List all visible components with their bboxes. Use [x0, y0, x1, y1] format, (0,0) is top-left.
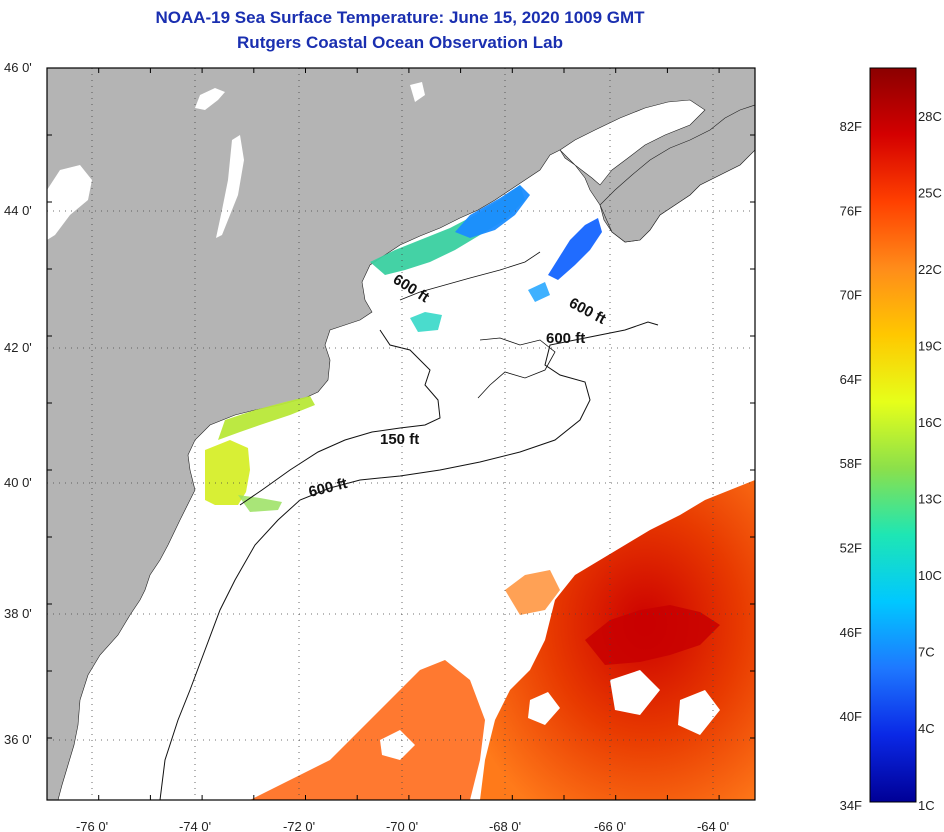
longitude-label: -64 0': [697, 819, 729, 832]
colorbar-f-label: 70F: [840, 288, 862, 303]
axis-ticks: [46, 67, 755, 800]
cloud-gap: [528, 692, 560, 725]
sst-nj-shelf: [205, 440, 250, 505]
map-grid: [47, 68, 755, 800]
colorbar-f-label: 52F: [840, 541, 862, 556]
colorbar-f-label: 64F: [840, 372, 862, 387]
longitude-labels: -76 0' -74 0' -72 0' -70 0' -68 0' -66 0' -64 …: [76, 819, 729, 832]
colorbar-c-label: 7C: [918, 645, 935, 660]
colorbar-c-label: 1C: [918, 798, 935, 813]
lake: [216, 135, 244, 238]
sst-warm-patch: [505, 570, 560, 615]
cloud-gap: [380, 730, 415, 760]
colorbar-fahrenheit-labels: 82F 76F 70F 64F 58F 52F 46F 40F 34F: [840, 119, 862, 813]
colorbar-c-label: 19C: [918, 339, 942, 354]
sst-nova-scotia-shelf: [548, 218, 602, 280]
colorbar-c-label: 22C: [918, 262, 942, 277]
contour-line-600ft: [399, 251, 541, 301]
latitude-label: 46 0': [4, 60, 32, 75]
colorbar-c-label: 13C: [918, 492, 942, 507]
latitude-label: 44 0': [4, 203, 32, 218]
sst-scotian-slope: [528, 282, 550, 302]
sst-long-island-sound: [218, 396, 315, 440]
latitude-label: 36 0': [4, 732, 32, 747]
sst-gulf-of-maine: [370, 185, 525, 275]
latitude-label: 42 0': [4, 340, 32, 355]
colorbar-f-label: 46F: [840, 625, 862, 640]
colorbar-c-label: 25C: [918, 186, 942, 201]
sst-warm-core: [585, 605, 720, 665]
contour-line-600ft: [477, 337, 556, 399]
lake: [195, 88, 225, 110]
bay-of-fundy: [559, 99, 706, 186]
colorbar-f-label: 76F: [840, 203, 862, 218]
latitude-labels: 46 0' 44 0' 42 0' 40 0' 38 0' 36 0': [4, 60, 32, 747]
lake: [47, 165, 92, 240]
colorbar: [869, 67, 917, 803]
longitude-label: -76 0': [76, 819, 108, 832]
colorbar-c-label: 28C: [918, 109, 942, 124]
colorbar-c-label: 4C: [918, 721, 935, 736]
colorbar-f-label: 82F: [840, 119, 862, 134]
cloud-gap: [678, 690, 720, 735]
map-title: NOAA-19 Sea Surface Temperature: June 15…: [155, 8, 645, 27]
map-border: [46, 67, 756, 801]
longitude-label: -74 0': [179, 819, 211, 832]
land-nova-scotia: [599, 104, 755, 243]
latitude-label: 40 0': [4, 475, 32, 490]
colorbar-f-label: 58F: [840, 456, 862, 471]
colorbar-c-label: 16C: [918, 415, 942, 430]
colorbar-c-label: 10C: [918, 568, 942, 583]
cloud-gap: [610, 670, 660, 715]
sst-georges: [410, 312, 442, 332]
contour-label: 150 ft: [380, 431, 419, 448]
sst-maine-coast: [455, 185, 530, 238]
contour-line-600ft: [159, 321, 659, 800]
map-subtitle: Rutgers Coastal Ocean Observation Lab: [237, 33, 563, 52]
sst-warm-patch: [250, 660, 485, 800]
latitude-label: 38 0': [4, 606, 32, 621]
colorbar-f-label: 40F: [840, 709, 862, 724]
lake: [410, 82, 425, 102]
colorbar-celsius-labels: 28C 25C 22C 19C 16C 13C 10C 7C 4C 1C: [918, 109, 942, 813]
longitude-label: -66 0': [594, 819, 626, 832]
longitude-label: -72 0': [283, 819, 315, 832]
colorbar-f-label: 34F: [840, 798, 862, 813]
longitude-label: -70 0': [386, 819, 418, 832]
longitude-label: -68 0': [489, 819, 521, 832]
contour-label: 600 ft: [546, 330, 585, 347]
